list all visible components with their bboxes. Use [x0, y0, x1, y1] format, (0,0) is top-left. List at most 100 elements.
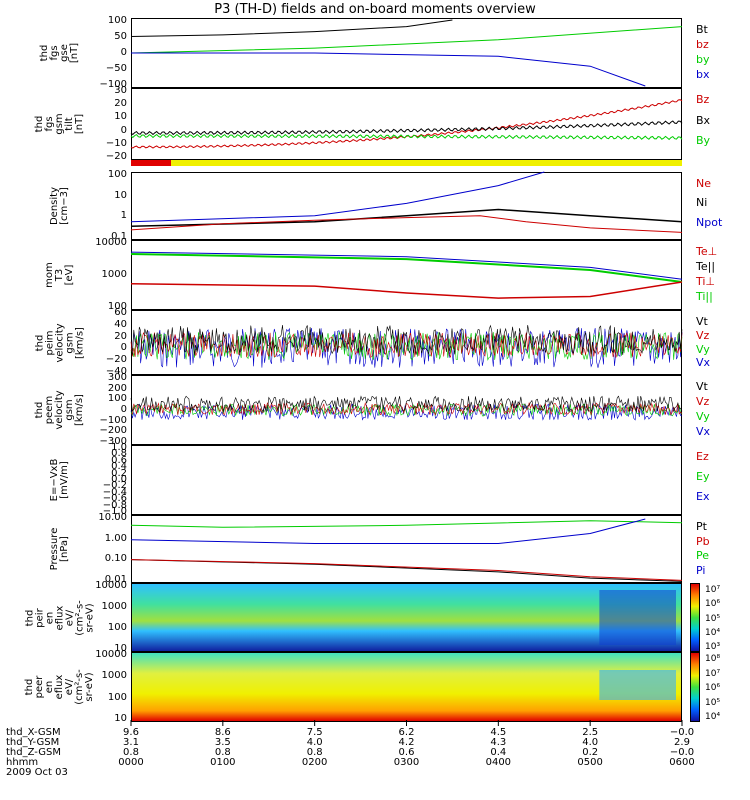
panel-0-legend: by	[696, 53, 710, 66]
panel-7-legend: Pe	[696, 549, 710, 562]
panel-1-tick: −20	[105, 151, 127, 162]
panel-0-tick: 50	[114, 31, 127, 42]
panel-8-colorbar-tick: 10⁴	[705, 627, 721, 638]
panel-1-legend: Bx	[696, 113, 711, 127]
panel-9-tick: 1000	[101, 670, 127, 682]
panel-1-ylabel: thd fgs gsm tilt [nT]	[34, 113, 85, 135]
footer-value: 2.9	[674, 737, 690, 748]
panel-0-tick: −50	[105, 63, 127, 74]
panel-1-tick: 0	[120, 124, 127, 136]
footer-value: 0.8	[306, 747, 323, 758]
panel-6-tick: 0.8	[111, 448, 127, 460]
panel-5-tick: −300	[99, 436, 127, 447]
panel-1-tick: 20	[114, 98, 127, 110]
footer-value: 3.1	[123, 737, 139, 748]
panel-9-colorbar-tick: 10⁷	[705, 668, 721, 679]
panel-0-ylabel: thd fgs gse [nT]	[39, 42, 80, 64]
footer-value: 0.6	[398, 747, 415, 758]
panel-1-legend: By	[696, 134, 711, 148]
panel-3-tick: 1000	[101, 269, 127, 280]
panel-6	[131, 445, 682, 515]
footer-row-label: thd_Y-GSM	[6, 737, 60, 748]
panel-2-legend: Ne	[696, 177, 711, 190]
panel-3-legend: Ti||	[696, 290, 713, 303]
panel-6-legend: Ex	[696, 490, 710, 503]
panel-8-tick: 10	[114, 643, 127, 654]
panel-5-legend: Vx	[696, 425, 711, 438]
panel-6-tick: 1.0	[111, 442, 127, 453]
panel-4-tick: 40	[114, 318, 127, 330]
footer-date: 2009 Oct 03	[6, 767, 68, 778]
footer-value: 3.5	[214, 737, 231, 748]
panel-8-colorbar	[690, 583, 700, 652]
panel-8	[131, 583, 682, 652]
footer-value: 0600	[669, 757, 695, 768]
panel-4-tick: 20	[114, 330, 127, 342]
footer-value: 4.3	[490, 737, 507, 748]
panel-7-legend: Pi	[696, 563, 706, 577]
panel-3-ylabel: mom T3 [eV]	[44, 262, 75, 288]
panel-9-tick: 100	[107, 691, 127, 703]
footer-value: 4.0	[582, 737, 599, 748]
panel-7-tick: 1.00	[104, 532, 127, 544]
panel-0-legend: Bt	[696, 23, 708, 36]
footer-row-label: thd_Z-GSM	[6, 747, 61, 758]
footer-value: 4.5	[490, 727, 507, 738]
panel-8-tick: 1000	[101, 601, 127, 612]
footer-value: 0400	[485, 757, 512, 768]
footer-value: 4.2	[398, 737, 415, 748]
panel-3-tick: 10000	[95, 237, 127, 248]
panel-3-legend: Ti⊥	[696, 275, 716, 288]
footer-value: 0.8	[123, 747, 139, 758]
panel-7-tick: 0.01	[104, 574, 127, 585]
mode-bar-slow	[131, 160, 171, 166]
panel-8-colorbar-tick: 10⁷	[705, 585, 721, 595]
footer-value: 7.5	[306, 727, 323, 738]
panel-5-tick: −200	[99, 425, 127, 437]
panel-0-legend: bx	[696, 68, 710, 81]
panel-5-legend: Vy	[696, 410, 710, 423]
panel-1	[131, 88, 682, 160]
panel-9	[131, 652, 682, 722]
panel-9-colorbar-tick: 10⁴	[705, 712, 721, 722]
panel-3-tick: 100	[107, 301, 127, 312]
panel-5-tick: 300	[107, 372, 127, 383]
panel-6-tick: −0.2	[102, 480, 127, 492]
mode-bar-fast	[171, 160, 682, 166]
footer-row-label: thd_X-GSM	[6, 727, 61, 738]
panel-2-ylabel: Density [cm−3]	[49, 186, 70, 226]
panel-2-tick: 10	[114, 189, 127, 201]
panel-8-ylabel: thd peir en eflux eV/ (cm²-s- sr-eV)	[24, 599, 95, 636]
panel-5-tick: −100	[99, 414, 127, 426]
panel-9-ylabel: thd peer en eflux eV/ (cm²-s- sr-eV)	[24, 669, 95, 705]
panel-2	[131, 172, 682, 240]
panel-2-legend: Ni	[696, 196, 708, 210]
footer-value: 6.2	[398, 727, 415, 738]
panel-1-tick: −10	[105, 137, 127, 149]
footer-value: 9.6	[123, 727, 139, 738]
panel-8-colorbar-tick: 10³	[705, 642, 721, 652]
panel-4-legend: Vz	[696, 328, 710, 342]
panel-6-tick: 0.6	[111, 454, 127, 466]
panel-4-ylabel: thd peim velocity gsm [km/s]	[34, 322, 85, 363]
panel-8-colorbar-tick: 10⁶	[705, 599, 721, 610]
panel-9-tick: 10000	[95, 649, 127, 660]
panel-7	[131, 515, 682, 583]
panel-2-tick: 0.1	[111, 231, 127, 242]
panel-6-tick: −0.6	[102, 493, 127, 505]
panel-4-legend: Vx	[696, 356, 711, 370]
footer-value: 0.4	[490, 747, 507, 758]
panel-6-legend: Ey	[696, 470, 710, 483]
panel-6-tick: −0.4	[102, 486, 127, 498]
panel-3	[131, 240, 682, 310]
footer-row-label: hhmm	[6, 757, 39, 768]
footer-value: 8.6	[214, 727, 231, 738]
panel-2-tick: 1	[120, 210, 127, 222]
panel-1-tick: 30	[114, 85, 127, 96]
panel-8-colorbar-tick: 10⁵	[705, 613, 721, 624]
panel-8-tick: 10000	[95, 580, 127, 591]
panel-6-tick: −0.8	[102, 499, 127, 511]
footer-value: 2.5	[582, 727, 599, 738]
panel-9-colorbar-tick: 10⁸	[705, 654, 721, 664]
panel-7-legend: Pb	[696, 534, 710, 548]
